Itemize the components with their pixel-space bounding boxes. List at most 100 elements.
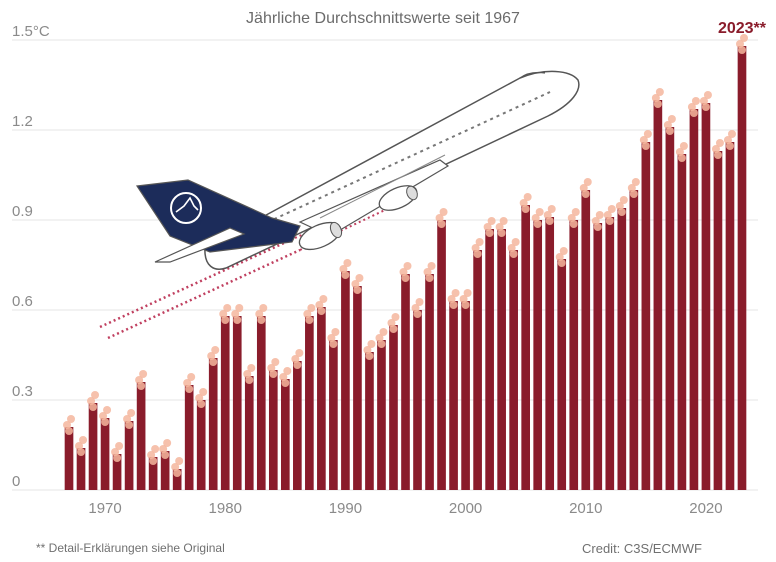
bar-2004: [509, 250, 518, 490]
bar-1974: [148, 457, 158, 490]
marker-1967: [67, 415, 76, 423]
marker-1984: [267, 364, 276, 372]
bar-2001: [473, 250, 482, 490]
marker-1980: [223, 304, 232, 312]
bar-1986: [293, 361, 302, 490]
y-tick-label: 0: [12, 473, 20, 490]
bar-1980: [220, 316, 230, 490]
marker-1971: [111, 448, 120, 456]
marker-1998: [435, 214, 444, 222]
marker-2012: [603, 211, 612, 219]
bar-2009: [569, 220, 579, 490]
marker-2021: [711, 145, 720, 153]
bar-1978: [196, 400, 206, 490]
annotation-2023: 2023**: [718, 20, 767, 37]
marker-2023: [735, 40, 744, 48]
marker-2005: [523, 193, 532, 201]
marker-1985: [283, 367, 292, 375]
marker-1995: [399, 268, 408, 276]
marker-1976: [171, 463, 180, 471]
marker-1977: [183, 379, 192, 387]
bar-2022: [725, 142, 735, 490]
bar-2014: [629, 190, 639, 490]
marker-2013: [615, 202, 624, 210]
marker-1987: [307, 304, 316, 312]
marker-2009: [571, 208, 580, 216]
bar-1971: [112, 454, 122, 490]
bar-1972: [124, 421, 134, 490]
marker-2018: [675, 148, 684, 156]
marker-2005: [519, 199, 528, 207]
bar-2008: [557, 259, 567, 490]
marker-2001: [475, 238, 484, 246]
bars: [63, 34, 748, 490]
bar-1985: [280, 379, 290, 490]
bar-1982: [244, 376, 254, 490]
marker-2022: [723, 136, 732, 144]
chart-title: Jährliche Durchschnittswerte seit 1967: [246, 10, 520, 27]
marker-1994: [391, 313, 400, 321]
marker-1983: [255, 310, 264, 318]
marker-1981: [231, 310, 240, 318]
marker-1990: [339, 265, 348, 273]
marker-1994: [387, 319, 396, 327]
marker-1982: [243, 370, 252, 378]
marker-1973: [135, 376, 144, 384]
marker-2004: [511, 238, 520, 246]
bar-1983: [256, 316, 266, 490]
bar-2005: [521, 205, 531, 490]
marker-1990: [343, 259, 352, 267]
marker-2020: [699, 97, 708, 105]
marker-1986: [295, 349, 304, 357]
marker-2016: [651, 94, 660, 102]
y-tick-label: 0.9: [12, 203, 33, 220]
marker-1988: [319, 295, 328, 303]
bar-1987: [305, 316, 314, 490]
marker-2019: [691, 97, 700, 105]
bar-1991: [353, 286, 362, 490]
marker-1967: [63, 421, 72, 429]
x-axis: 1970 1980 1990 2000 2010 2020: [88, 500, 722, 517]
marker-2007: [547, 205, 556, 213]
marker-1974: [151, 445, 160, 453]
marker-1968: [75, 442, 84, 450]
marker-1974: [147, 451, 156, 459]
marker-1999: [447, 295, 456, 303]
marker-1969: [91, 391, 100, 399]
marker-1996: [415, 298, 424, 306]
bar-1968: [76, 448, 86, 490]
marker-2006: [531, 214, 540, 222]
marker-1993: [379, 328, 388, 336]
bar-1988: [317, 307, 326, 490]
marker-1987: [303, 310, 312, 318]
bar-1989: [329, 340, 338, 490]
marker-1972: [123, 415, 132, 423]
bar-1977: [184, 385, 194, 490]
marker-1975: [159, 445, 168, 453]
bar-2021: [713, 151, 723, 490]
bar-2020: [701, 103, 711, 490]
marker-2015: [643, 130, 652, 138]
marker-2021: [715, 139, 724, 147]
marker-1984: [271, 358, 280, 366]
bar-2010: [581, 190, 591, 490]
marker-1991: [355, 274, 364, 282]
marker-2000: [463, 289, 472, 297]
marker-1978: [195, 394, 204, 402]
bar-2012: [605, 217, 615, 490]
marker-2008: [559, 247, 568, 255]
bar-1976: [172, 469, 182, 490]
bar-2015: [641, 142, 651, 490]
airplane-illustration: [99, 70, 580, 340]
marker-1995: [403, 262, 412, 270]
bar-2002: [485, 229, 494, 490]
marker-1973: [139, 370, 148, 378]
marker-1971: [115, 442, 124, 450]
bar-1992: [365, 352, 374, 490]
marker-1999: [451, 289, 460, 297]
marker-2001: [471, 244, 480, 252]
bar-1975: [160, 451, 170, 490]
y-tick-label: 1.5°C: [12, 23, 50, 40]
bar-2011: [593, 223, 603, 490]
bar-2013: [617, 208, 627, 490]
